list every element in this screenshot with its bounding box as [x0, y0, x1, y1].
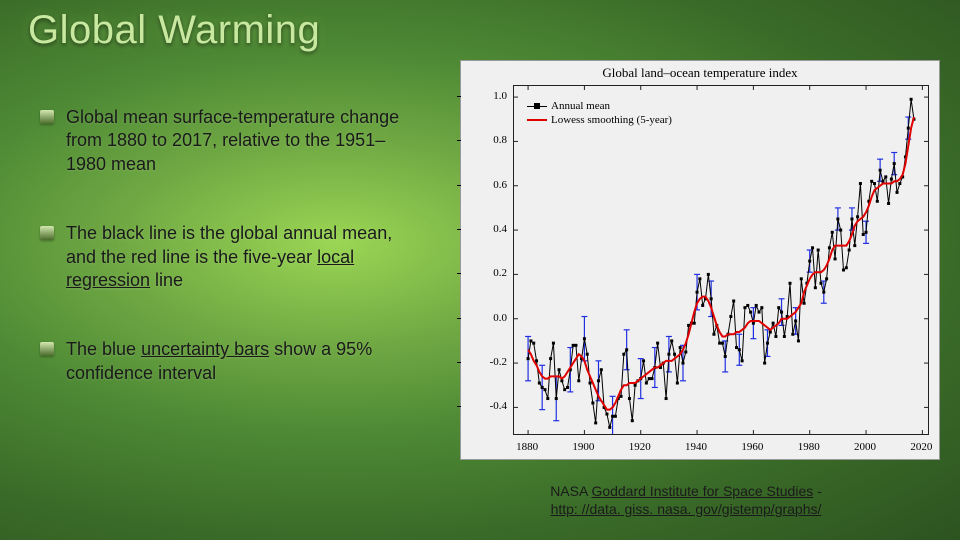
list-item: The black line is the global annual mean…	[40, 222, 420, 292]
chart-svg	[514, 86, 928, 434]
xtick-label: 1960	[741, 441, 763, 453]
bullet-icon	[40, 226, 54, 240]
chart-container: Global land–ocean temperature index Temp…	[460, 60, 940, 460]
ytick-label: 1.0	[493, 90, 507, 102]
legend-item-annual: Annual mean	[527, 99, 672, 113]
legend-label: Annual mean	[551, 99, 610, 113]
xtick-label: 2000	[854, 441, 876, 453]
ytick-label: 0.6	[493, 179, 507, 191]
ytick-mark	[457, 96, 461, 97]
chart-title: Global land–ocean temperature index	[461, 61, 939, 83]
ytick-label: -0.4	[490, 400, 507, 412]
xtick-label: 1920	[629, 441, 651, 453]
bullet-icon	[40, 110, 54, 124]
legend-swatch-annual	[527, 106, 547, 107]
xtick-label: 1900	[572, 441, 594, 453]
ytick-label: 0.8	[493, 134, 507, 146]
inline-link[interactable]: uncertainty bars	[141, 339, 269, 359]
ytick-label: 0.0	[493, 312, 507, 324]
legend-item-lowess: Lowess smoothing (5-year)	[527, 113, 672, 127]
xtick-label: 1940	[685, 441, 707, 453]
bullet-list: Global mean surface-temperature change f…	[40, 106, 420, 431]
plot-area	[513, 85, 929, 435]
ytick-label: 0.4	[493, 223, 507, 235]
ytick-mark	[457, 140, 461, 141]
credit-prefix: NASA	[550, 483, 591, 499]
ytick-mark	[457, 362, 461, 363]
bullet-text-2: The blue uncertainty bars show a 95% con…	[66, 338, 420, 385]
credit-link-2[interactable]: http: //data. giss. nasa. gov/gistemp/gr…	[551, 501, 822, 517]
bullet-icon	[40, 342, 54, 356]
list-item: The blue uncertainty bars show a 95% con…	[40, 338, 420, 385]
chart-legend: Annual mean Lowess smoothing (5-year)	[527, 99, 672, 128]
xtick-label: 1880	[516, 441, 538, 453]
ytick-mark	[457, 185, 461, 186]
ytick-mark	[457, 229, 461, 230]
bullet-text-1: The black line is the global annual mean…	[66, 222, 420, 292]
ytick-label: -0.2	[490, 356, 507, 368]
bullet-text-0: Global mean surface-temperature change f…	[66, 106, 420, 176]
legend-label: Lowess smoothing (5-year)	[551, 113, 672, 127]
xtick-label: 2020	[910, 441, 932, 453]
credit-link-1[interactable]: Goddard Institute for Space Studies	[591, 483, 813, 499]
credit-mid: -	[813, 483, 822, 499]
ytick-mark	[457, 273, 461, 274]
xtick-label: 1980	[798, 441, 820, 453]
credit-text: NASA Goddard Institute for Space Studies…	[476, 482, 896, 518]
legend-swatch-lowess	[527, 119, 547, 121]
page-title: Global Warming	[28, 8, 320, 53]
ytick-label: 0.2	[493, 267, 507, 279]
list-item: Global mean surface-temperature change f…	[40, 106, 420, 176]
inline-link[interactable]: local regression	[66, 247, 354, 290]
ytick-mark	[457, 406, 461, 407]
ytick-mark	[457, 318, 461, 319]
